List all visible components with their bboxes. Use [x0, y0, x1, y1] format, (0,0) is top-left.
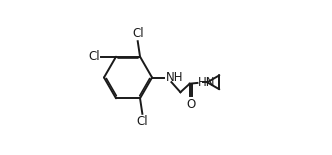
Text: Cl: Cl: [132, 27, 143, 40]
Text: NH: NH: [166, 71, 184, 84]
Text: Cl: Cl: [88, 50, 100, 63]
Text: HN: HN: [198, 76, 216, 89]
Text: O: O: [186, 98, 196, 111]
Text: Cl: Cl: [136, 115, 148, 128]
